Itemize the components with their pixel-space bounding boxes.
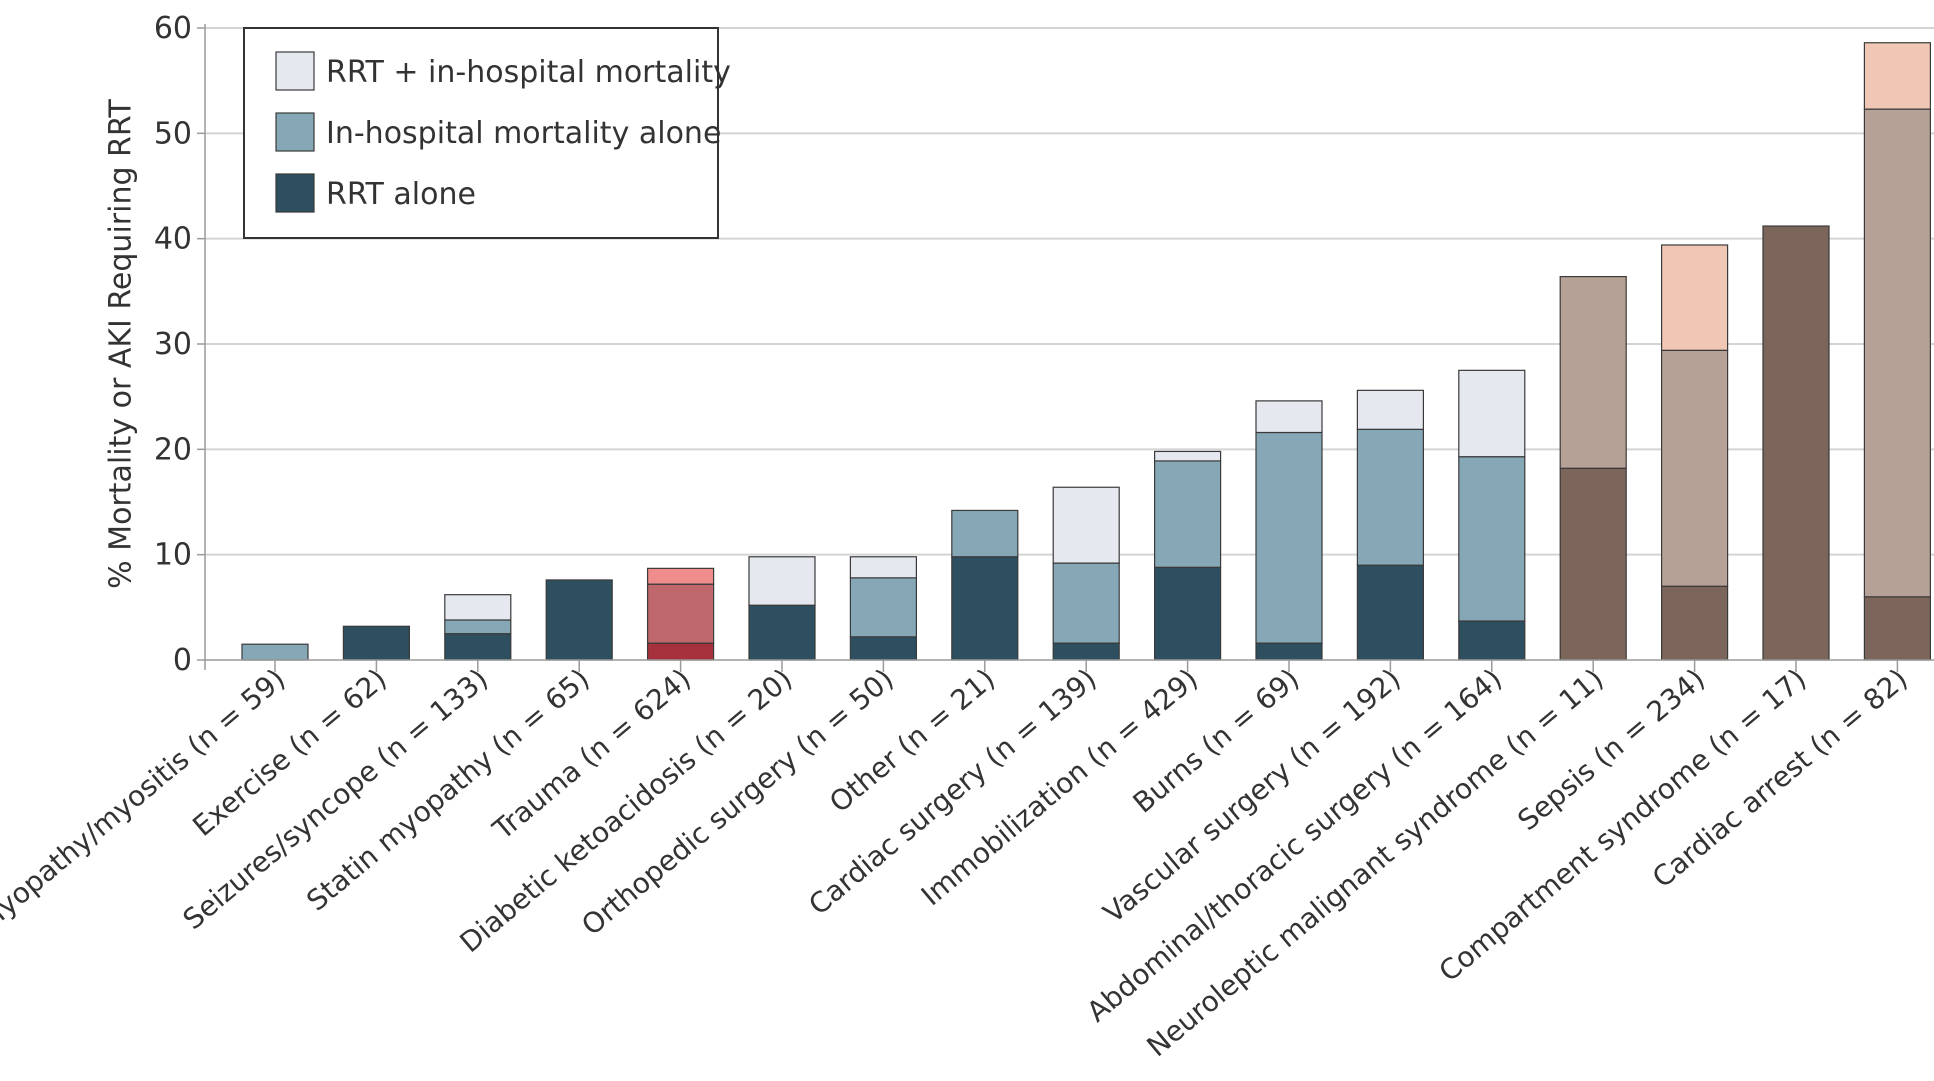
bar-segment bbox=[1660, 585, 1729, 661]
bar-segment bbox=[1153, 566, 1222, 661]
bar-segment bbox=[1660, 244, 1729, 351]
bar-segment bbox=[1356, 428, 1425, 566]
bar-segment bbox=[1153, 460, 1222, 568]
x-tick-label: Sepsis (n = 234) bbox=[1511, 662, 1711, 837]
bar-segment bbox=[1458, 369, 1526, 458]
bar-stack bbox=[241, 643, 309, 661]
bar-segment bbox=[444, 619, 512, 635]
x-tick-labels: Myopathy/myositis (n = 59)Exercise (n = … bbox=[0, 660, 1914, 1063]
bar-stack bbox=[1255, 400, 1323, 661]
x-tick-label: Compartment syndrome (n = 17) bbox=[1433, 662, 1813, 988]
legend-label: RRT + in-hospital mortality bbox=[326, 55, 731, 90]
bar-segment bbox=[748, 604, 816, 661]
bar-segment bbox=[748, 556, 816, 606]
legend: RRT + in-hospital mortality In-hospital m… bbox=[243, 27, 731, 239]
bar-segment bbox=[342, 625, 410, 661]
bar-stack bbox=[646, 567, 715, 661]
y-tick-label: 50 bbox=[154, 116, 192, 151]
bar-segment bbox=[646, 642, 715, 661]
bar-segment bbox=[1356, 389, 1425, 430]
bar-stack bbox=[951, 509, 1019, 661]
bar-stack bbox=[1458, 369, 1526, 661]
bar-stack bbox=[545, 579, 613, 661]
bar-segment bbox=[1255, 431, 1323, 644]
bar-stack bbox=[1559, 275, 1627, 661]
legend-box bbox=[243, 27, 719, 239]
legend-swatch bbox=[275, 51, 315, 91]
bar-segment bbox=[1458, 620, 1526, 661]
bar-segment bbox=[646, 567, 715, 585]
bar-stack bbox=[748, 556, 816, 661]
legend-swatch bbox=[275, 173, 315, 213]
bar-segment bbox=[241, 643, 309, 661]
y-tick-label: 0 bbox=[173, 643, 192, 678]
bar-stack bbox=[849, 556, 918, 661]
bar-segment bbox=[1458, 456, 1526, 622]
y-tick-label: 40 bbox=[154, 222, 192, 257]
y-axis-title: % Mortality or AKI Requiring RRT bbox=[104, 98, 139, 588]
bar-segment bbox=[1863, 108, 1932, 598]
legend-swatch bbox=[275, 112, 315, 152]
bar-segment bbox=[444, 594, 512, 621]
bar-segment bbox=[444, 633, 512, 661]
y-tick-label: 10 bbox=[154, 538, 192, 573]
bar-segment bbox=[951, 509, 1019, 558]
bar-segment bbox=[849, 577, 918, 638]
y-tick-label: 60 bbox=[154, 11, 192, 46]
bar-stack bbox=[342, 625, 410, 661]
bar-stack bbox=[444, 594, 512, 661]
y-tick-labels: 0 10 20 30 40 50 60 bbox=[154, 11, 205, 678]
bars bbox=[241, 42, 1932, 661]
bar-segment bbox=[1052, 562, 1120, 644]
legend-label: RRT alone bbox=[326, 177, 476, 212]
bar-segment bbox=[849, 556, 918, 579]
bar-segment bbox=[1052, 486, 1120, 564]
bar-stack bbox=[1052, 486, 1120, 661]
bar-segment bbox=[1762, 225, 1830, 661]
bar-segment bbox=[1153, 450, 1222, 462]
x-tick-label: Neuroleptic malignant syndrome (n = 11) bbox=[1141, 662, 1610, 1063]
bar-stack bbox=[1863, 42, 1932, 661]
bar-stack bbox=[1762, 225, 1830, 661]
bar-segment bbox=[1660, 349, 1729, 587]
y-tick-label: 30 bbox=[154, 327, 192, 362]
bar-segment bbox=[545, 579, 613, 661]
bar-segment bbox=[951, 556, 1019, 661]
bar-stack bbox=[1660, 244, 1729, 661]
bar-segment bbox=[1255, 400, 1323, 434]
bar-segment bbox=[646, 583, 715, 644]
bar-segment bbox=[1559, 467, 1627, 661]
bar-segment bbox=[1356, 564, 1425, 661]
legend-label: In-hospital mortality alone bbox=[326, 116, 721, 151]
bar-segment bbox=[1255, 642, 1323, 661]
bar-segment bbox=[849, 636, 918, 661]
y-tick-label: 20 bbox=[154, 432, 192, 467]
bar-segment bbox=[1863, 596, 1932, 661]
bar-segment bbox=[1559, 275, 1627, 469]
bar-stack bbox=[1356, 389, 1425, 661]
bar-segment bbox=[1052, 642, 1120, 661]
bar-segment bbox=[1863, 42, 1932, 110]
axes bbox=[204, 24, 1934, 670]
bar-stack bbox=[1153, 450, 1222, 661]
